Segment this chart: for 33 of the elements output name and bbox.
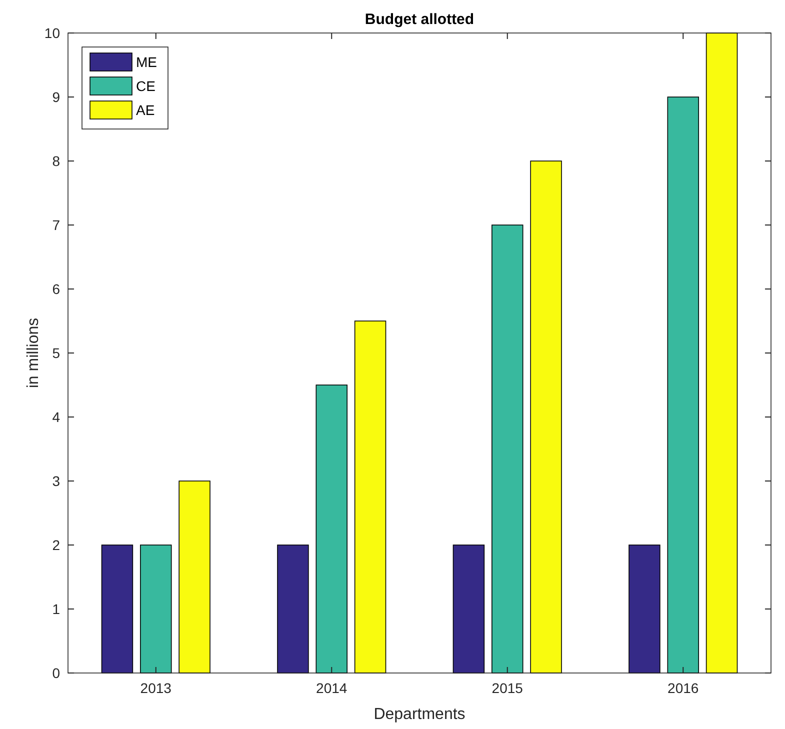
bar	[452, 544, 485, 674]
y-tick-label: 1	[52, 600, 60, 617]
bar	[354, 320, 386, 674]
legend-label: ME	[136, 54, 157, 70]
chart-title: Budget allotted	[364, 11, 474, 28]
bar	[101, 544, 134, 674]
x-tick-label: 2014	[316, 680, 348, 696]
y-tick-label: 3	[52, 472, 60, 489]
bar	[530, 160, 562, 674]
y-tick-label: 10	[44, 24, 60, 41]
y-axis-title: in millions	[25, 318, 42, 388]
y-tick-label: 5	[52, 344, 60, 361]
y-tick-label: 9	[52, 88, 60, 105]
bar	[316, 384, 348, 674]
x-axis-title: Departments	[374, 706, 466, 723]
x-tick-label: 2013	[140, 680, 172, 696]
bar	[277, 544, 309, 674]
bar	[667, 96, 699, 674]
y-tick-label: 2	[52, 536, 60, 553]
y-tick-label: 8	[52, 152, 60, 169]
x-tick-label: 2016	[668, 680, 699, 696]
y-tick-label: 4	[52, 408, 60, 425]
bar	[140, 544, 172, 674]
legend-label: AE	[136, 102, 155, 118]
bar	[178, 480, 210, 674]
y-tick-label: 0	[52, 664, 60, 681]
bar	[706, 32, 738, 674]
legend-label: CE	[136, 78, 156, 94]
x-tick-label: 2015	[492, 680, 524, 696]
y-tick-label: 7	[52, 216, 60, 233]
y-tick-label: 6	[52, 280, 60, 297]
bar	[628, 544, 660, 674]
bar	[492, 224, 524, 674]
